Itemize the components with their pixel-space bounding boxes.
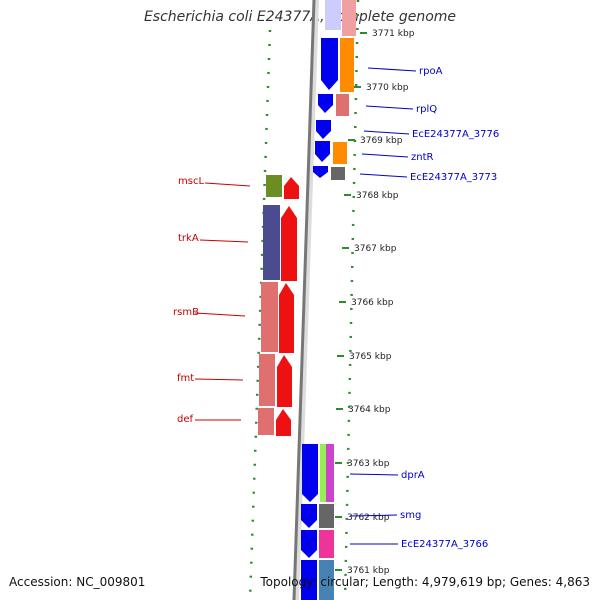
- gene-arrow-EcE24377A_3766[interactable]: [301, 530, 317, 558]
- kbp-tick-label: 3766 kbp: [351, 298, 394, 308]
- gene-label-connector: [194, 378, 244, 381]
- kbp-tick-label: 3762 kbp: [347, 513, 390, 523]
- kbp-tick-label: 3764 kbp: [348, 405, 391, 415]
- gene-label-dprA[interactable]: dprA: [401, 470, 425, 481]
- kbp-tick-label: 3763 kbp: [347, 459, 390, 469]
- backbone-line: [292, 0, 316, 600]
- gene-box-zntR-orange: [333, 142, 347, 164]
- gene-label-def[interactable]: def: [177, 414, 194, 425]
- kbp-tick-label: 3767 kbp: [354, 244, 397, 254]
- gene-arrow-smg[interactable]: [301, 504, 317, 528]
- gene-box-trkA[interactable]: [263, 205, 280, 280]
- right-features-lower: [301, 444, 334, 600]
- gene-arrow-rsmB[interactable]: [279, 283, 294, 353]
- gene-box-rplQ-pink: [336, 94, 349, 116]
- left-gene-labels: mscL trkA rsmB fmt def: [173, 176, 251, 425]
- gene-box-mscL[interactable]: [266, 175, 282, 197]
- gene-arrow-def[interactable]: [276, 409, 291, 436]
- genome-summary-text: Topology: circular; Length: 4,979,619 bp…: [260, 575, 590, 589]
- kbp-tick-label: 3771 kbp: [372, 29, 415, 39]
- gene-block-top-light: [325, 0, 341, 30]
- gene-label-connector: [349, 473, 399, 476]
- gene-label-rpoA[interactable]: rpoA: [419, 66, 443, 77]
- gene-arrow-trkA[interactable]: [281, 206, 297, 281]
- gene-box-rsmB[interactable]: [261, 282, 278, 352]
- genome-title: Escherichia coli E24377A, complete genom…: [143, 9, 457, 25]
- genome-backbone: [292, 0, 319, 600]
- gene-arrow-mscL[interactable]: [284, 177, 299, 199]
- gene-label-EcE24377A_3773[interactable]: EcE24377A_3773: [410, 172, 497, 183]
- right-gene-labels: rpoA rplQ EcE24377A_3776 zntR EcE24377A_3773…: [349, 66, 499, 550]
- gene-label-connector: [367, 67, 417, 72]
- gene-block-top-pink: [342, 0, 356, 36]
- gene-label-connector: [363, 130, 410, 135]
- gene-label-connector: [204, 182, 251, 187]
- kbp-tick-label: 3768 kbp: [356, 191, 399, 201]
- gene-arrow-zntR[interactable]: [315, 141, 330, 162]
- gene-box-def[interactable]: [258, 408, 274, 435]
- gene-box-EcE24377A_3766-pink: [319, 530, 334, 558]
- gene-label-connector: [349, 514, 398, 517]
- gene-label-connector: [365, 105, 414, 110]
- gene-label-connector: [361, 153, 409, 158]
- right-features-upper: [313, 0, 356, 180]
- gene-label-trkA[interactable]: trkA: [178, 233, 199, 244]
- kbp-tick-label: 3769 kbp: [360, 136, 403, 146]
- gene-label-connector: [199, 239, 249, 243]
- kbp-tick-label: 3761 kbp: [347, 566, 390, 576]
- gene-arrow-dprA[interactable]: [302, 444, 318, 502]
- gene-label-smg[interactable]: smg: [400, 510, 421, 521]
- gene-arrow-fmt[interactable]: [277, 355, 292, 407]
- backbone-shadow: [293, 0, 319, 600]
- gene-label-mscL[interactable]: mscL: [178, 176, 204, 187]
- gene-label-EcE24377A_3776[interactable]: EcE24377A_3776: [412, 129, 499, 140]
- gene-box-smg-gray: [319, 504, 334, 528]
- gene-arrow-EcE24377A_3776[interactable]: [316, 120, 331, 139]
- kbp-tick-label: 3770 kbp: [366, 83, 409, 93]
- gene-box-dprA-magenta: [326, 444, 334, 502]
- left-features: [258, 175, 299, 436]
- gene-label-rsmB[interactable]: rsmB: [173, 307, 199, 318]
- kbp-tick-label: 3765 kbp: [349, 352, 392, 362]
- gene-arrow-rplQ[interactable]: [318, 94, 333, 113]
- gene-label-fmt[interactable]: fmt: [177, 373, 194, 384]
- gene-box-fmt[interactable]: [259, 354, 275, 406]
- gene-label-rplQ[interactable]: rplQ: [416, 104, 437, 115]
- gene-box-EcE24377A_3773-gray: [331, 167, 345, 180]
- gene-box-dprA-lime: [320, 444, 326, 502]
- gene-arrow-bottom: [301, 560, 317, 600]
- accession-text: Accession: NC_009801: [9, 575, 146, 589]
- gene-label-connector: [194, 312, 246, 317]
- gene-label-zntR[interactable]: zntR: [411, 152, 434, 163]
- gene-label-connector: [359, 173, 408, 178]
- gene-label-EcE24377A_3766[interactable]: EcE24377A_3766: [401, 539, 488, 550]
- kbp-scale: 3771 kbp 3770 kbp 3769 kbp 3768 kbp 3767 kbp…: [335, 29, 415, 576]
- gene-box-bottom-teal: [319, 560, 334, 600]
- gene-box-rpoA-orange: [340, 38, 354, 92]
- gene-arrow-EcE24377A_3773[interactable]: [313, 166, 328, 178]
- gene-arrow-rpoA[interactable]: [321, 38, 338, 90]
